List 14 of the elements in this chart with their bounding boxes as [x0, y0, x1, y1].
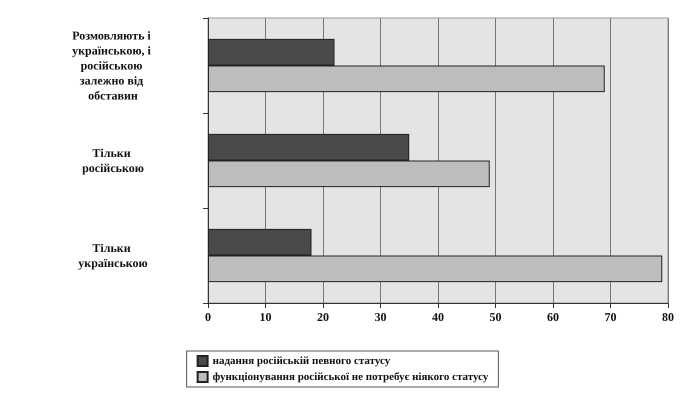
y-tick-label: Розмовляють і українською, і російською залежно від обставин [72, 28, 154, 102]
x-tick-label: 30 [374, 310, 386, 324]
x-tick-label: 0 [205, 310, 211, 324]
x-tick-label: 70 [604, 310, 616, 324]
x-tick-label: 10 [260, 310, 272, 324]
legend-label: надання російській певного статусу [212, 355, 391, 367]
legend-label: функціонування російської не потребує ніякого статусу [212, 371, 489, 383]
x-tick-label: 20 [317, 310, 329, 324]
y-tick-label: Тільки російською [82, 146, 144, 175]
x-tick-label: 50 [490, 310, 502, 324]
x-tick-label: 60 [547, 310, 559, 324]
x-tick-label: 80 [662, 310, 674, 324]
y-tick-label: Тільки українською [78, 241, 148, 270]
x-tick-label: 40 [432, 310, 444, 324]
